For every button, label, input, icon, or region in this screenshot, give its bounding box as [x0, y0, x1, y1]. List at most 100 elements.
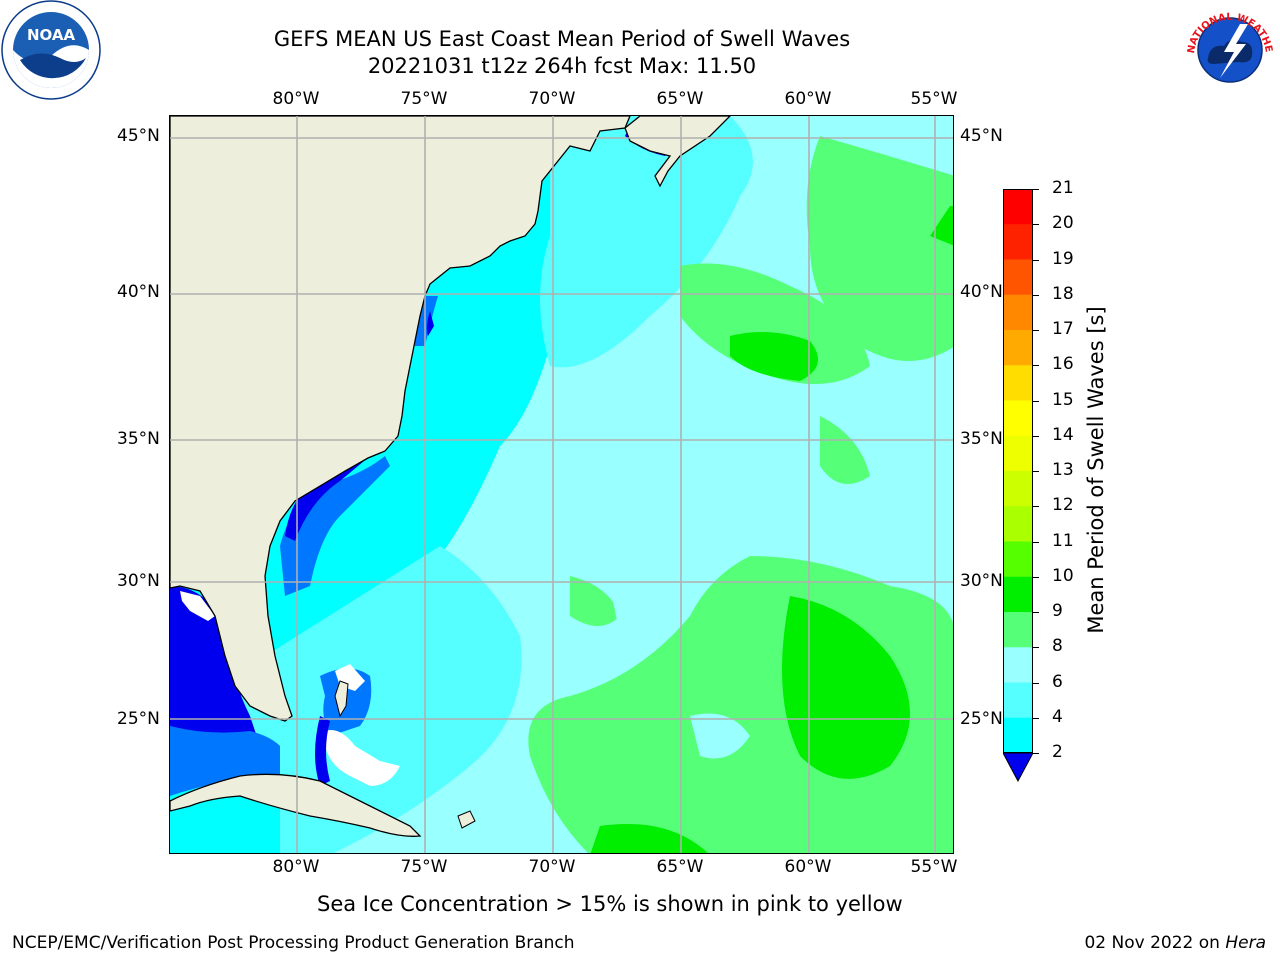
ocean-2s-field [426, 311, 434, 336]
footer-date-text: 02 Nov 2022 on [1084, 933, 1226, 953]
colorbar-segment [1003, 189, 1033, 225]
lon-label-top: 55°W [910, 89, 958, 109]
ocean-4s-field [280, 456, 390, 596]
lat-label-left: 40°N [117, 282, 160, 302]
colorbar [1003, 189, 1033, 783]
lat-label-right: 35°N [960, 429, 1003, 449]
colorbar-segment [1003, 541, 1033, 578]
ocean-2s-field [285, 456, 370, 541]
colorbar-tick [1033, 717, 1039, 719]
forecast-subtitle: 20221031 t12z 264h fcst Max: 11.50 [367, 54, 757, 78]
colorbar-segment [1003, 365, 1033, 401]
colorbar-tick-label: 13 [1052, 460, 1074, 480]
ocean-11s-field [730, 332, 818, 381]
colorbar-tick [1033, 189, 1039, 190]
colorbar-segment [1003, 259, 1033, 296]
ocean-10s-field [806, 136, 953, 361]
ocean-9s-field [690, 713, 750, 759]
colorbar-tick-label: 15 [1052, 389, 1074, 410]
colorbar-segment [1003, 400, 1033, 437]
lon-label-bottom: 80°W [272, 857, 320, 877]
no-data-area [325, 730, 400, 786]
colorbar-title: Mean Period of Swell Waves [s] [1084, 306, 1108, 634]
colorbar-tick-label: 12 [1052, 495, 1074, 516]
colorbar-segment [1003, 294, 1033, 331]
gulf-4s-field [170, 726, 280, 796]
lat-label-left: 45°N [117, 126, 160, 146]
colorbar-tick-label: 16 [1052, 354, 1074, 375]
hispaniola-land [457, 810, 476, 829]
sea-ice-caption: Sea Ice Concentration > 15% is shown in … [317, 892, 903, 916]
map-title: GEFS MEAN US East Coast Mean Period of S… [273, 27, 851, 51]
lon-label-bottom: 55°W [910, 857, 958, 877]
map-canvas [170, 116, 953, 853]
bahamas-2s-field [315, 716, 330, 786]
colorbar-tick [1033, 471, 1039, 472]
lon-label-top: 75°W [400, 89, 448, 109]
footer-machine: Hera [1225, 933, 1266, 953]
lon-label-bottom: 70°W [528, 857, 576, 877]
noaa-logo: NOAA [1, 0, 101, 100]
footer-date: 02 Nov 2022 on Hera [1084, 933, 1266, 953]
ocean-11s-field [782, 596, 910, 779]
colorbar-tick [1033, 541, 1039, 543]
lon-label-top: 65°W [656, 89, 704, 109]
colorbar-tick-label: 9 [1052, 601, 1063, 621]
lat-label-right: 45°N [960, 126, 1003, 146]
cuba-land [170, 773, 422, 837]
colorbar-segment [1003, 576, 1033, 613]
lat-label-left: 25°N [117, 709, 160, 729]
svg-text:NOAA: NOAA [27, 26, 76, 44]
colorbar-tick [1033, 753, 1039, 754]
lat-label-left: 35°N [117, 429, 160, 449]
lon-label-bottom: 75°W [400, 857, 448, 877]
colorbar-tick [1033, 682, 1039, 684]
colorbar-tick [1033, 576, 1039, 578]
colorbar-segment [1003, 506, 1033, 542]
graticule [170, 116, 953, 853]
colorbar-tick-label: 8 [1052, 636, 1063, 657]
us-east-coast-land [170, 116, 631, 722]
lat-label-left: 30°N [117, 571, 160, 591]
colorbar-tick-label: 21 [1052, 178, 1074, 198]
colorbar-tick-label: 2 [1052, 742, 1063, 762]
colorbar-segment [1003, 682, 1033, 719]
bahamas-land [334, 680, 349, 718]
colorbar-tick [1033, 294, 1039, 296]
ocean-8s-field [540, 116, 753, 368]
ocean-10s-field [570, 576, 620, 626]
ocean-11s-field [590, 824, 708, 853]
lon-label-top: 70°W [528, 89, 576, 109]
colorbar-segment [1003, 471, 1033, 507]
lon-label-bottom: 65°W [656, 857, 704, 877]
colorbar-segment [1003, 435, 1033, 472]
colorbar-tick [1033, 435, 1039, 437]
colorbar-tick-label: 14 [1052, 424, 1074, 445]
colorbar-segment [1003, 224, 1033, 260]
lon-label-bottom: 60°W [784, 857, 832, 877]
swell-period-map [169, 115, 954, 854]
nova-scotia-land [624, 116, 731, 188]
colorbar-tick [1033, 647, 1039, 649]
footer-credit: NCEP/EMC/Verification Post Processing Pr… [12, 933, 575, 953]
lon-label-top: 80°W [272, 89, 320, 109]
colorbar-tick-label: 11 [1052, 530, 1074, 551]
colorbar-tick-label: 18 [1052, 283, 1074, 304]
colorbar-segment [1003, 612, 1033, 648]
colorbar-tick-label: 4 [1052, 706, 1063, 727]
colorbar-tick [1033, 506, 1039, 508]
lon-label-top: 60°W [784, 89, 832, 109]
colorbar-tick [1033, 224, 1039, 226]
no-data-area [180, 591, 215, 621]
colorbar-tick [1033, 612, 1039, 613]
colorbar-segment [1003, 330, 1033, 366]
colorbar-tick [1033, 400, 1039, 402]
national-weather-service-logo: NATIONAL WEATHER SERVICE [1180, 0, 1278, 98]
colorbar-extend-arrow [1003, 752, 1033, 783]
ocean-9s-field [610, 586, 650, 636]
colorbar-segment [1003, 717, 1033, 754]
colorbar-tick-label: 20 [1052, 213, 1074, 234]
lat-label-right: 25°N [960, 709, 1003, 729]
colorbar-tick [1033, 365, 1039, 367]
colorbar-tick-label: 6 [1052, 671, 1063, 692]
